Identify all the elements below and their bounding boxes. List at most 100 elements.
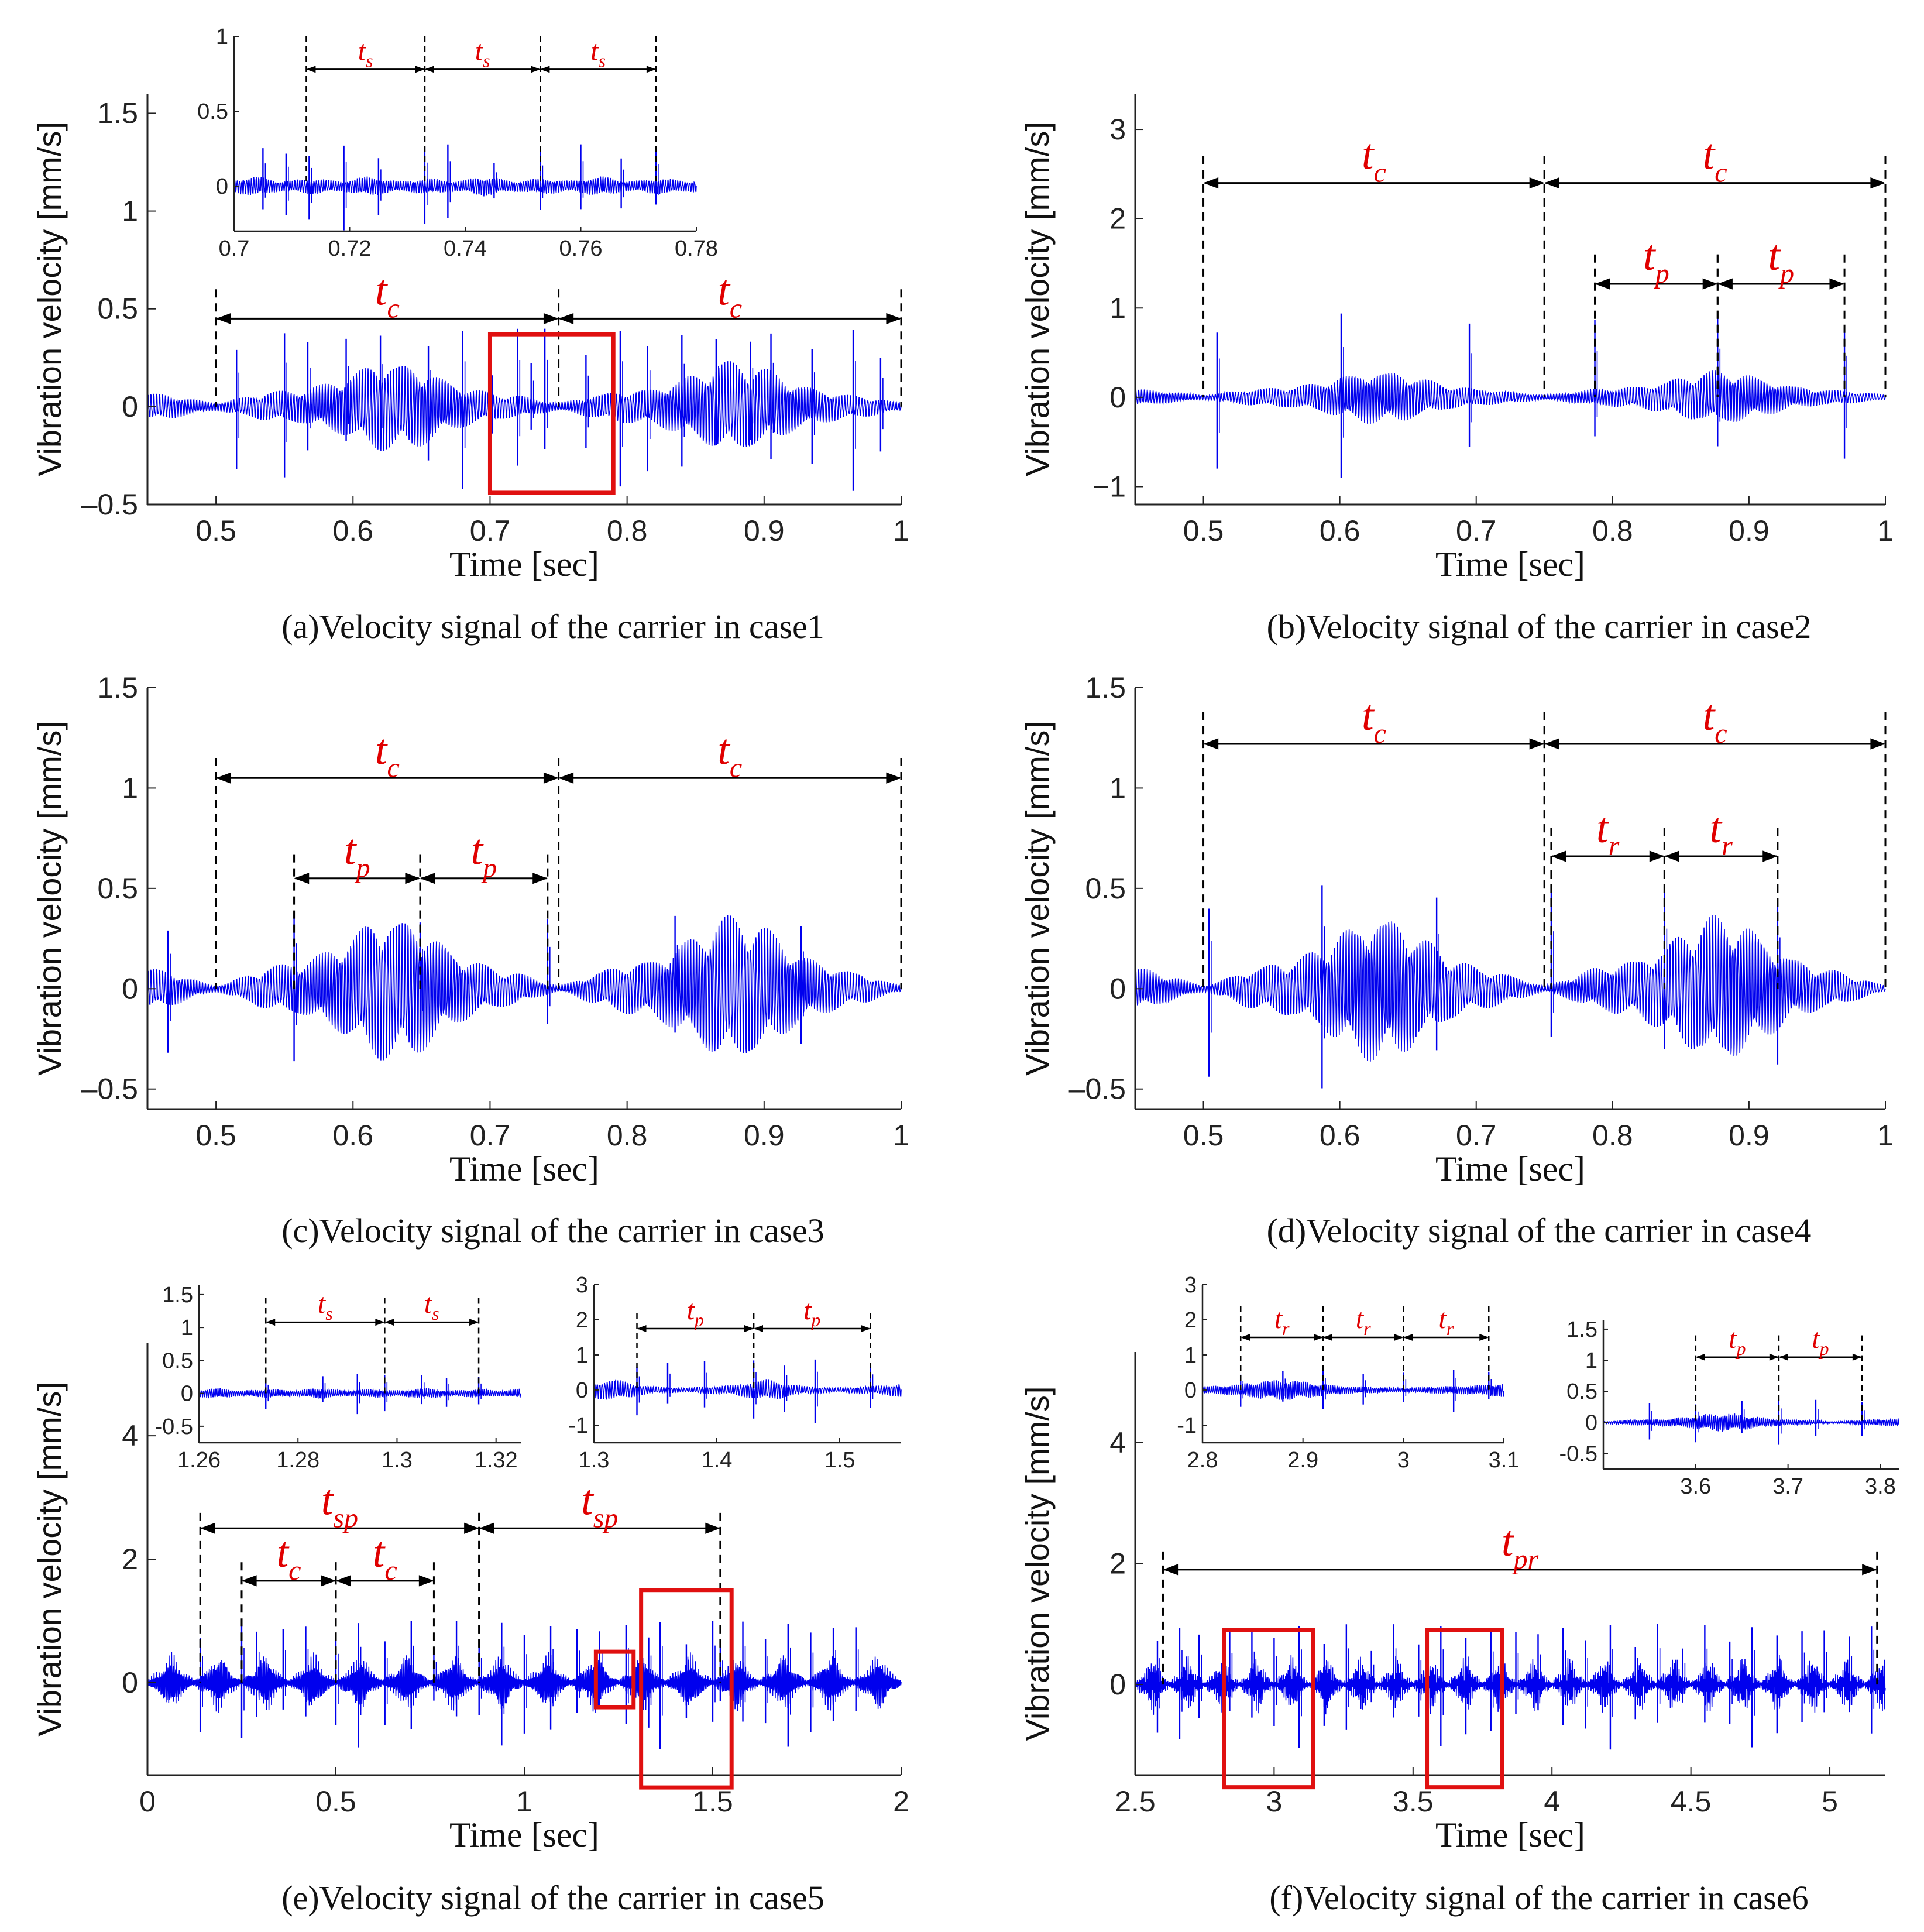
main-arrow-head-left [1595,278,1610,290]
main-y-tick-label: 4 [1109,1426,1126,1459]
main-x-tick-label: 4 [1544,1785,1560,1818]
main-arrow-head-left [242,1575,257,1587]
main-x-tick-label: 1 [516,1785,532,1818]
inset-period-label: tr [1356,1303,1371,1339]
main-arrow-head-left [216,313,231,325]
main-x-tick-label: 0.7 [470,1119,511,1152]
x-axis-label: Time [sec] [449,1149,599,1188]
x-axis-label: Time [sec] [1435,1816,1585,1854]
main-period-label: tc [1703,692,1727,749]
main-x-tick-label: 2 [893,1785,909,1818]
inset-x-tick-label: 1.32 [475,1448,518,1473]
main-x-tick-label: 0.5 [195,1119,236,1152]
main-y-tick-label: –0.5 [81,488,138,521]
inset-period-label: ts [358,35,373,71]
main-signal-line [147,361,902,451]
inset-arrow-head-right [531,66,541,73]
main-x-tick-label: 2.5 [1115,1785,1156,1818]
inset-y-tick-label: 0 [216,174,228,199]
main-arrow-head-left [216,772,231,784]
y-axis-label: Vibration velocity [mm/s] [31,721,68,1076]
x-axis-label: Time [sec] [1435,545,1585,584]
main-arrow-head-right [543,313,559,325]
main-arrow-head-right [418,1575,434,1587]
inset-y-tick-label: 1 [216,25,228,49]
main-arrow-head-right [1870,177,1885,189]
y-axis-label: Vibration velocity [mm/s] [1019,1387,1056,1741]
main-period-label: tc [277,1529,301,1586]
main-y-tick-label: 1 [1109,771,1126,804]
main-arrow-head-right [1649,850,1665,862]
panel-d: 0.5 0.6 0.7 0.8 0.9 1 –0.5 0 0.5 1 1.5 tc tc tr tr Time… [1019,671,1894,1250]
inset-x-tick-label: 1.26 [177,1448,221,1473]
main-y-tick-label: 3 [1109,113,1126,146]
main-arrow-head-right [1702,278,1718,290]
inset-arrow-head-right [1769,1353,1779,1361]
main-y-tick-label: 1 [122,195,138,228]
inset-arrow-head-right [1852,1353,1862,1361]
main-y-tick-label: 0.5 [97,293,138,325]
main-arrow-head-left [200,1522,215,1534]
inset-arrow-head-right [744,1325,754,1332]
main-x-tick-label: 5 [1822,1785,1838,1818]
main-arrow-head-right [886,772,901,784]
inset-period-label: tp [1729,1323,1746,1359]
main-y-tick-label: 0.5 [97,872,138,905]
main-x-tick-label: 4.5 [1671,1785,1712,1818]
main-x-tick-label: 0.5 [315,1785,356,1818]
main-y-tick-label: 1 [1109,291,1126,324]
inset-y-tick-label: 1.5 [162,1283,193,1308]
main-period-label: tp [1643,232,1669,289]
inset-arrow-head-left [1778,1353,1788,1361]
inset-x-tick-label: 0.78 [675,236,718,261]
inset-period-label: tp [687,1295,704,1330]
main-x-tick-label: 0.9 [744,514,785,547]
inset-x-tick-label: 1.5 [824,1448,856,1473]
panel-a: 0.5 0.6 0.7 0.8 0.9 1 –0.5 0 0.5 1 1.5 tc tc Time [se… [31,25,909,646]
main-period-label: tc [1362,131,1386,188]
inset-arrow-head-right [1314,1334,1323,1341]
main-y-tick-label: 2 [1109,203,1126,235]
panel-caption: (b)Velocity signal of the carrier in cas… [1267,608,1812,646]
inset-y-tick-label: 1 [1585,1348,1597,1373]
main-x-tick-label: 0.9 [1729,1119,1770,1152]
main-y-tick-label: –0.5 [1069,1073,1126,1106]
main-arrow-head-right [1529,738,1545,750]
y-axis-label: Vibration velocity [mm/s] [31,1382,68,1737]
zoom-box [1425,1628,1504,1790]
main-period-label: tp [1768,232,1794,289]
panel-caption: (a)Velocity signal of the carrier in cas… [281,608,824,646]
inset-x-tick-label: 2.8 [1187,1448,1218,1473]
main-arrow-head-left [1664,850,1679,862]
y-axis-label: Vibration velocity [mm/s] [1019,122,1056,476]
inset-background [594,1285,901,1443]
y-axis-label: Vibration velocity [mm/s] [1019,721,1056,1076]
inset-y-tick-label: 3 [1184,1273,1197,1298]
inset-y-tick-label: 2 [576,1308,588,1333]
inset-x-tick-label: 1.4 [702,1448,733,1473]
main-arrow-head-right [543,772,559,784]
inset-y-tick-label: 2 [1184,1308,1197,1333]
panel-caption: (d)Velocity signal of the carrier in cas… [1267,1212,1812,1250]
inset-arrow-head-right [1394,1334,1404,1341]
main-y-tick-label: 0 [1109,972,1126,1005]
inset-background [234,36,696,231]
main-period-label: tc [717,266,742,324]
main-x-tick-label: 0.5 [195,514,236,547]
main-y-tick-label: 0 [1109,381,1126,414]
inset-y-tick-label: 1 [1184,1343,1197,1368]
main-y-tick-label: 2 [1109,1547,1126,1580]
main-period-label: tr [1596,804,1620,862]
main-y-tick-label: 2 [122,1543,138,1576]
main-x-tick-label: 0.6 [1320,1119,1360,1152]
inset-x-tick-label: 3.1 [1489,1448,1520,1473]
inset-arrow-head-left [637,1325,647,1332]
main-period-label: tsp [321,1476,358,1533]
inset-x-tick-label: 2.9 [1287,1448,1318,1473]
main-x-tick-label: 1.5 [692,1785,733,1818]
inset-x-tick-label: 3.7 [1772,1474,1803,1499]
inset-signal-line [593,1379,902,1401]
inset-background [199,1285,521,1443]
main-arrow-head-right [1862,1564,1877,1576]
inset-x-tick-label: 0.72 [328,236,372,261]
